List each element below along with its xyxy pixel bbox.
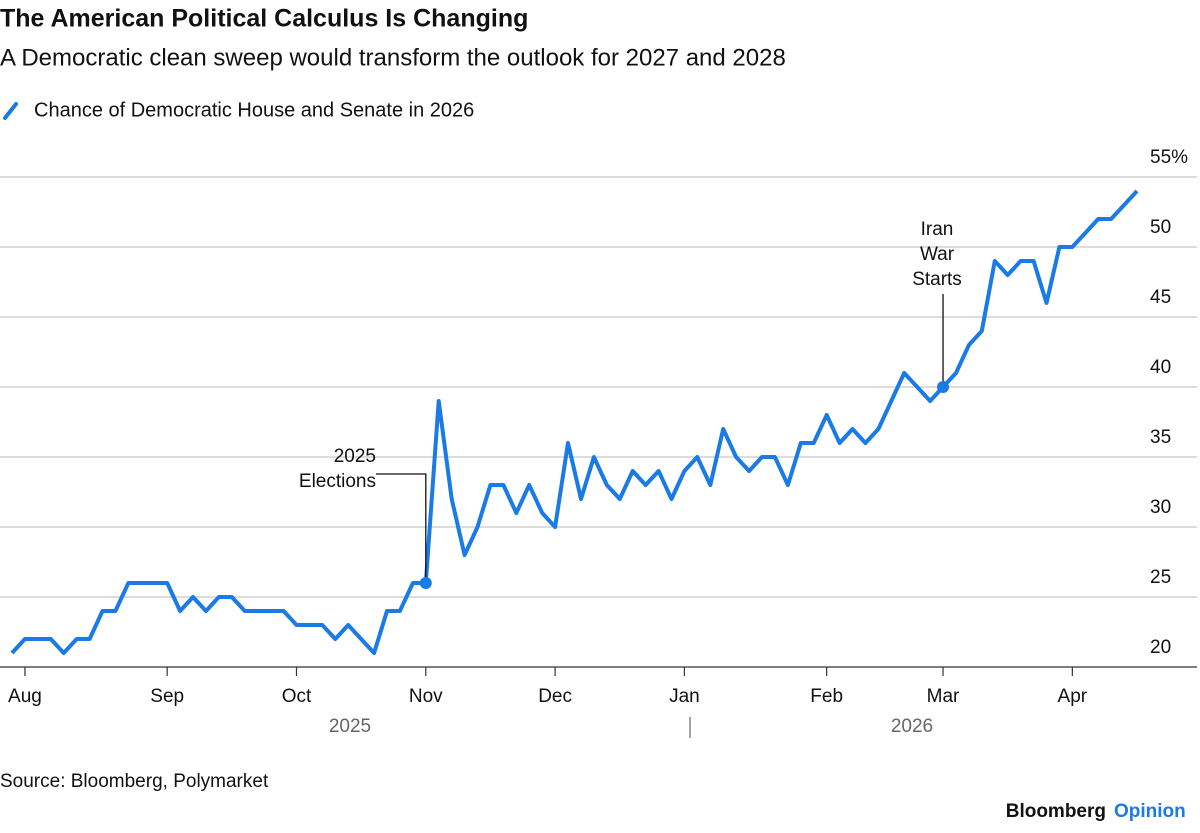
annotation: 2025 Elections: [299, 446, 376, 492]
y-tick-label: 30: [1150, 497, 1171, 518]
y-tick-label: 55%: [1150, 147, 1188, 168]
brand-opinion: Opinion: [1114, 801, 1186, 822]
x-tick-label: Aug: [8, 686, 42, 707]
x-tick-label: Jan: [669, 686, 700, 707]
y-tick-label: 40: [1150, 357, 1171, 378]
x-tick-label: Nov: [409, 686, 443, 707]
annotation-dot: [419, 577, 432, 589]
y-tick-label: 35: [1150, 427, 1171, 448]
x-tick-label: Oct: [282, 686, 312, 707]
brand: Bloomberg: [1006, 801, 1106, 822]
year-label: 2026: [891, 716, 933, 737]
series-line: [10, 189, 1139, 655]
year-label: 2025: [329, 716, 371, 737]
annotation: Iran War Starts: [912, 219, 962, 290]
annotation-line: Iran: [921, 219, 954, 240]
annotation-line: 2025: [334, 446, 376, 467]
y-tick-label: 50: [1150, 217, 1171, 238]
legend-swatch: [3, 102, 18, 120]
y-tick-label: 45: [1150, 287, 1171, 308]
chart-subtitle: A Democratic clean sweep would transform…: [0, 44, 786, 71]
x-tick-label: Feb: [810, 686, 843, 707]
x-tick-label: Dec: [538, 686, 572, 707]
source: Source: Bloomberg, Polymarket: [0, 771, 269, 792]
legend-label: Chance of Democratic House and Senate in…: [34, 99, 474, 121]
y-tick-label: 25: [1150, 567, 1171, 588]
x-tick-label: Apr: [1058, 686, 1088, 707]
y-tick-label: 20: [1150, 637, 1171, 658]
annotation-line: Starts: [912, 269, 962, 290]
x-tick-label: Mar: [927, 686, 960, 707]
annotation-line: Elections: [299, 471, 376, 492]
annotation-leader: [376, 473, 427, 583]
chart-title: The American Political Calculus Is Chang…: [0, 5, 528, 33]
annotation-dot: [937, 381, 950, 393]
x-tick-label: Sep: [150, 686, 184, 707]
annotation-line: War: [920, 244, 955, 265]
